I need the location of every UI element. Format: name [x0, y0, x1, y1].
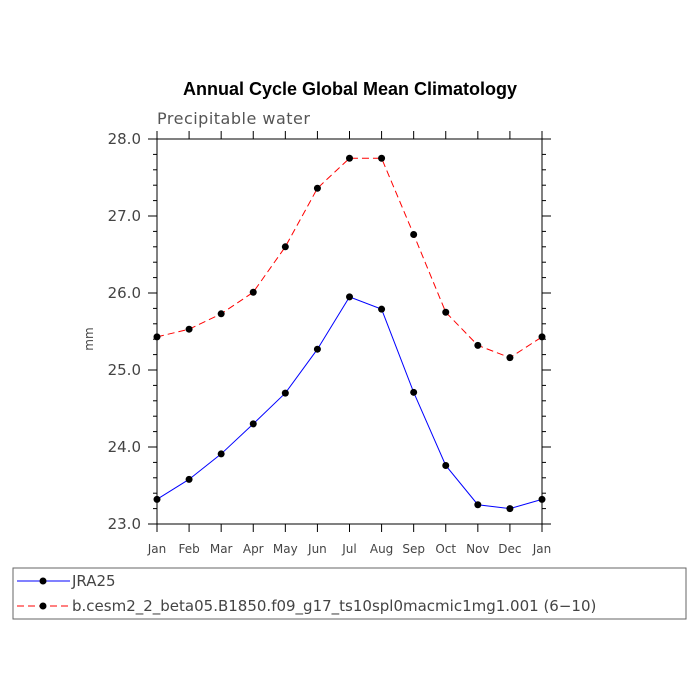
data-point — [538, 333, 546, 341]
y-tick-label: 28.0 — [108, 130, 141, 148]
data-point — [217, 310, 225, 318]
x-tick-label: Dec — [498, 542, 521, 556]
data-point — [378, 305, 386, 313]
series-line — [156, 296, 543, 510]
x-tick-labels: Jan Feb Mar Apr May Jun Jul Aug Sep Oct Nov Dec Jan — [147, 542, 552, 556]
data-point — [410, 388, 418, 396]
data-point — [474, 501, 482, 509]
data-point — [474, 341, 482, 349]
data-point — [378, 154, 386, 162]
chart-title: Annual Cycle Global Mean Climatology — [183, 79, 517, 99]
x-tick-label: Oct — [435, 542, 456, 556]
y-tick-label: 26.0 — [108, 284, 141, 302]
data-point — [346, 154, 353, 162]
y-tick-label: 24.0 — [108, 438, 141, 456]
data-point — [313, 184, 321, 192]
y-tick-label: 23.0 — [108, 515, 141, 533]
x-tick-label: Apr — [243, 542, 264, 556]
x-tick-label: Jan — [147, 542, 167, 556]
x-tick-label: Sep — [402, 542, 425, 556]
data-point — [506, 505, 514, 513]
y-tick-labels: 23.0 24.0 25.0 26.0 27.0 28.0 — [108, 130, 141, 533]
legend: JRA25 b.cesm2_2_beta05.B1850.f09_g17_ts10… — [17, 572, 596, 616]
data-point — [442, 461, 450, 469]
legend-swatch-marker — [39, 602, 47, 610]
x-tick-label: Aug — [370, 542, 393, 556]
data-point — [442, 308, 450, 316]
y-tick-label: 27.0 — [108, 207, 141, 225]
data-point — [249, 288, 257, 296]
data-point — [185, 325, 193, 333]
x-tick-label: Mar — [210, 542, 233, 556]
y-tick-label: 25.0 — [108, 361, 141, 379]
legend-label: b.cesm2_2_beta05.B1850.f09_g17_ts10spl0m… — [72, 597, 596, 616]
data-point — [281, 389, 289, 397]
y-axis-label: mm — [82, 327, 96, 350]
data-point — [185, 475, 193, 483]
series-layer — [153, 154, 546, 513]
data-point — [410, 230, 418, 238]
plot-frame — [156, 138, 543, 525]
data-point — [313, 345, 321, 353]
data-point — [217, 450, 225, 458]
x-tick-label: Jul — [341, 542, 356, 556]
data-point — [281, 243, 289, 251]
axis-ticks — [148, 131, 551, 532]
x-tick-label: Nov — [466, 542, 489, 556]
data-point — [346, 293, 353, 301]
data-point — [506, 354, 514, 362]
data-point — [249, 420, 257, 428]
series-line — [156, 157, 543, 359]
chart-subtitle: Precipitable water — [157, 109, 310, 128]
x-tick-label: May — [273, 542, 298, 556]
data-point — [153, 333, 161, 341]
data-point — [538, 495, 546, 503]
legend-box — [12, 567, 687, 620]
x-tick-label: Jun — [307, 542, 327, 556]
x-tick-label: Feb — [178, 542, 199, 556]
x-tick-label: Jan — [532, 542, 552, 556]
legend-label: JRA25 — [71, 572, 116, 590]
legend-swatch-marker — [39, 577, 47, 585]
data-point — [153, 495, 161, 503]
